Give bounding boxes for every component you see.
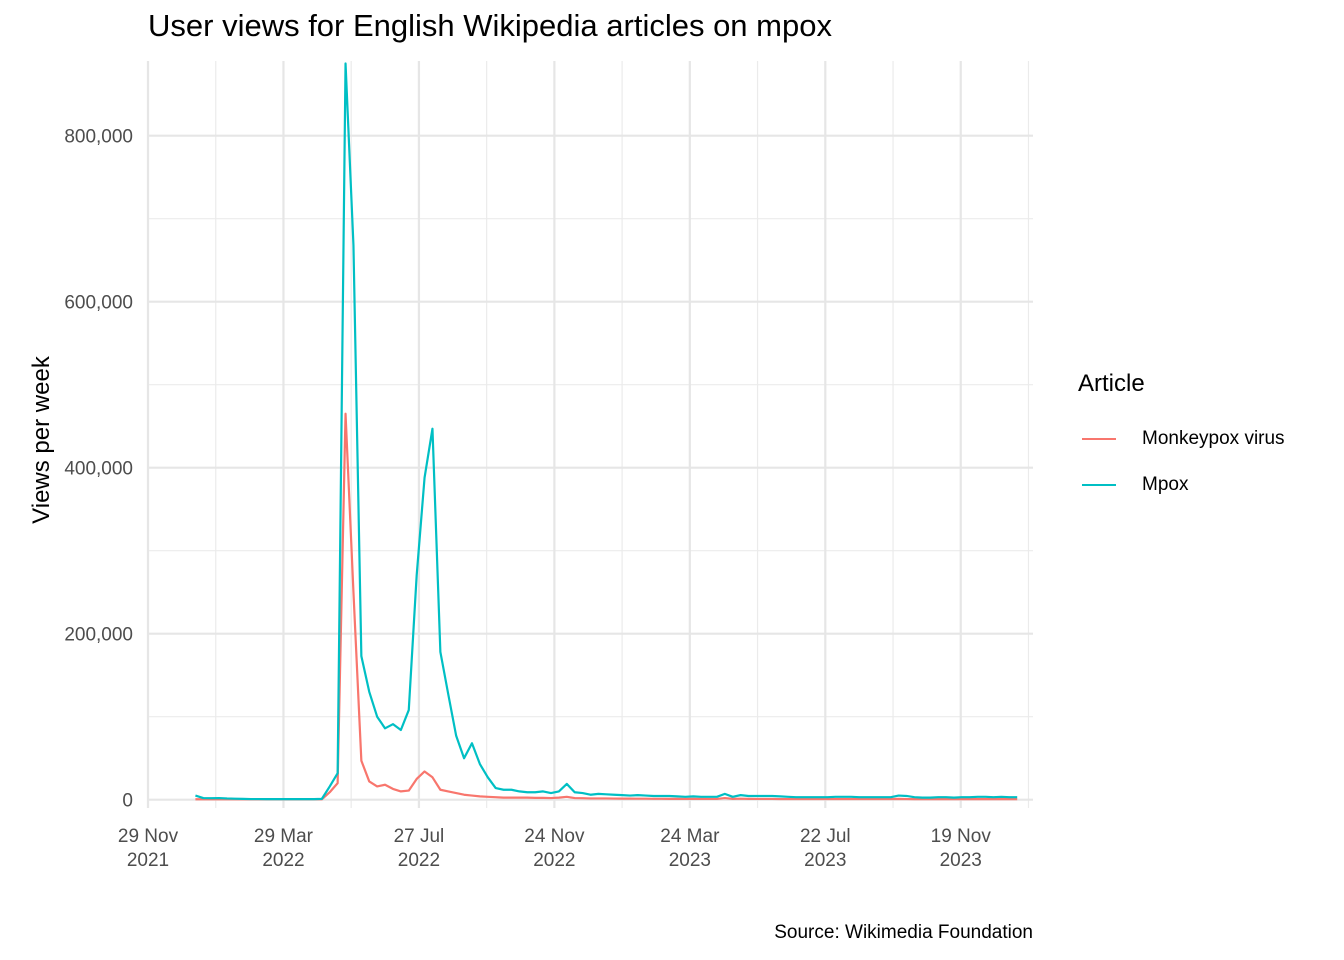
legend-item-monkeypox-virus: Monkeypox virus [1078,416,1285,462]
legend-label-monkeypox-virus: Monkeypox virus [1142,428,1285,449]
legend-item-mpox: Mpox [1078,462,1285,508]
source-caption: Source: Wikimedia Foundation [774,922,1033,943]
y-tick-label: 600,000 [64,293,133,314]
y-tick-label: 800,000 [64,127,133,148]
x-tick-label: 27 Jul 2022 [394,826,445,871]
series-line-monkeypox-virus [195,412,1018,801]
legend-label-mpox: Mpox [1142,474,1189,495]
x-tick-label: 24 Nov 2022 [524,826,585,871]
y-tick-label: 0 [122,791,133,812]
x-tick-label: 24 Mar 2023 [660,826,720,871]
x-tick-label: 29 Mar 2022 [254,826,314,871]
legend-title: Article [1078,370,1145,397]
x-tick-label: 29 Nov 2021 [118,826,179,871]
x-tick-label: 19 Nov 2023 [931,826,992,871]
y-tick-label: 200,000 [64,625,133,646]
legend: Article Monkeypox virus Mpox [1078,370,1285,508]
y-axis-label: Views per week [28,356,55,524]
legend-key-monkeypox-virus [1082,438,1116,440]
series-line-mpox [195,62,1018,801]
x-tick-label: 22 Jul 2023 [800,826,851,871]
legend-key-mpox [1082,484,1116,486]
y-tick-label: 400,000 [64,459,133,480]
chart-title: User views for English Wikipedia article… [148,8,832,43]
